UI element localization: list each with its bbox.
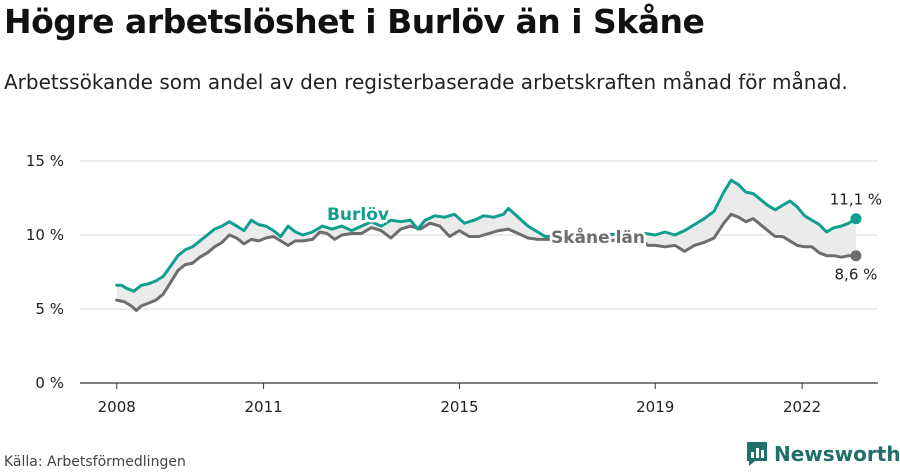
y-tick-label: 0 % — [35, 374, 64, 392]
series-line-skane — [115, 212, 858, 312]
end-label-skane: 8,6 % — [835, 266, 878, 284]
y-tick-label: 5 % — [35, 300, 64, 318]
series-line-burlov — [115, 178, 858, 293]
brand-name: Newsworthy — [774, 442, 900, 466]
series-label-skane: Skåne län — [551, 226, 645, 248]
x-tick-label: 2008 — [98, 398, 136, 416]
series-label-burlov: Burlöv — [327, 205, 389, 225]
source-note: Källa: Arbetsförmedlingen — [4, 454, 186, 470]
x-tick-label: 2022 — [783, 398, 821, 416]
x-tick-label: 2011 — [244, 398, 282, 416]
newsworthy-logo-icon — [747, 442, 767, 466]
end-label-burlov: 11,1 % — [830, 191, 882, 209]
chart-subtitle: Arbetssökande som andel av den registerb… — [4, 70, 848, 94]
gap-area — [116, 180, 856, 311]
brand-logo: Newsworthy — [746, 441, 900, 467]
chart-title: Högre arbetslöshet i Burlöv än i Skåne — [4, 2, 705, 41]
y-tick-label: 10 % — [26, 226, 64, 244]
y-tick-label: 15 % — [26, 152, 64, 170]
end-point-burlov — [850, 213, 862, 225]
end-point-skane — [850, 250, 862, 262]
x-tick-label: 2015 — [440, 398, 478, 416]
x-tick-label: 2019 — [636, 398, 674, 416]
